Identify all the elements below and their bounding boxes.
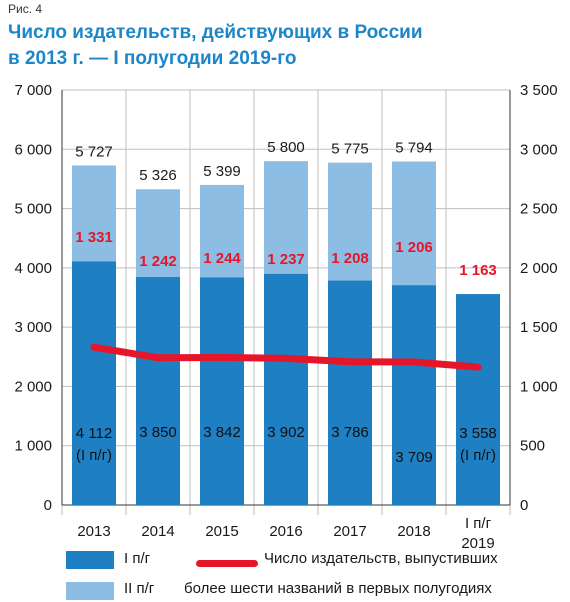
- left-axis-tick-label: 0: [44, 497, 52, 514]
- category-label: 2018: [397, 523, 430, 540]
- legend-label-second-half: II п/г: [124, 580, 155, 597]
- legend-label-line-1: Число издательств, выпустивших: [264, 550, 498, 567]
- right-axis-tick-label: 1 000: [520, 378, 558, 395]
- category-label: 2019: [461, 535, 494, 552]
- bar-first-half: [264, 273, 308, 505]
- total-value-label: 5 399: [203, 163, 241, 180]
- category-label: 2017: [333, 523, 366, 540]
- legend-label-first-half: I п/г: [124, 550, 151, 567]
- category-label: 2015: [205, 523, 238, 540]
- line-value-label: 1 208: [331, 250, 369, 267]
- total-value-label: 5 800: [267, 139, 305, 156]
- first-half-value-label: 3 558 (I п/г): [459, 425, 497, 464]
- bar-second-half: [72, 165, 116, 262]
- bar-first-half: [200, 277, 244, 505]
- right-axis-tick-label: 500: [520, 438, 545, 455]
- line-value-label: 1 237: [267, 251, 305, 268]
- line-value-label: 1 206: [395, 239, 433, 256]
- legend-label-line-2: более шести названий в первых полугодиях: [184, 580, 492, 597]
- right-axis-tick-label: 0: [520, 497, 528, 514]
- legend-line-marker: [196, 560, 258, 567]
- right-axis-tick-label: 3 500: [520, 82, 558, 99]
- total-value-label: 5 775: [331, 141, 369, 158]
- left-axis-tick-label: 1 000: [14, 438, 52, 455]
- figure-label: Рис. 4: [8, 2, 43, 16]
- bar-second-half: [328, 162, 372, 281]
- legend-swatch-first-half: [66, 551, 114, 569]
- left-axis-tick-label: 5 000: [14, 201, 52, 218]
- legend-swatch-second-half: [66, 582, 114, 600]
- category-label: 2016: [269, 523, 302, 540]
- left-axis-tick-label: 4 000: [14, 260, 52, 277]
- first-half-value-label: 3 842: [203, 424, 241, 441]
- line-value-label: 1 244: [203, 250, 241, 267]
- right-axis-tick-label: 2 000: [520, 260, 558, 277]
- bar-first-half: [392, 285, 436, 505]
- line-value-label: 1 242: [139, 253, 177, 270]
- left-axis-tick-label: 2 000: [14, 378, 52, 395]
- chart-title: Число издательств, действующих в России …: [8, 20, 548, 72]
- line-value-label: 1 331: [75, 229, 113, 246]
- line-value-label: 1 163: [459, 262, 497, 279]
- total-value-label: 5 794: [395, 139, 433, 156]
- right-axis-tick-label: 1 500: [520, 319, 558, 336]
- category-label: 2013: [77, 523, 110, 540]
- first-half-value-label: 3 902: [267, 424, 305, 441]
- first-half-value-label: 3 786: [331, 424, 369, 441]
- category-label: 2014: [141, 523, 174, 540]
- first-half-value-label: 3 709: [395, 449, 433, 466]
- right-axis-tick-label: 3 000: [520, 141, 558, 158]
- bar-first-half: [328, 280, 372, 505]
- bar-first-half: [456, 294, 500, 505]
- left-axis-tick-label: 7 000: [14, 82, 52, 99]
- bar-second-half: [392, 161, 436, 286]
- chart-title-line-2: в 2013 г. — I полугодии 2019-го: [8, 48, 297, 69]
- bar-second-half: [264, 161, 308, 274]
- left-axis-tick-label: 3 000: [14, 319, 52, 336]
- bar-first-half: [72, 261, 116, 505]
- bar-second-half: [200, 184, 244, 278]
- bar-first-half: [136, 276, 180, 505]
- first-half-value-label: 3 850: [139, 424, 177, 441]
- right-axis-tick-label: 2 500: [520, 201, 558, 218]
- category-label: I п/г: [465, 515, 492, 532]
- first-half-value-label: 4 112 (I п/г): [76, 425, 112, 464]
- bar-second-half: [136, 189, 180, 277]
- total-value-label: 5 727: [75, 143, 113, 160]
- left-axis-tick-label: 6 000: [14, 141, 52, 158]
- total-value-label: 5 326: [139, 167, 177, 184]
- chart-title-line-1: Число издательств, действующих в России: [8, 22, 423, 43]
